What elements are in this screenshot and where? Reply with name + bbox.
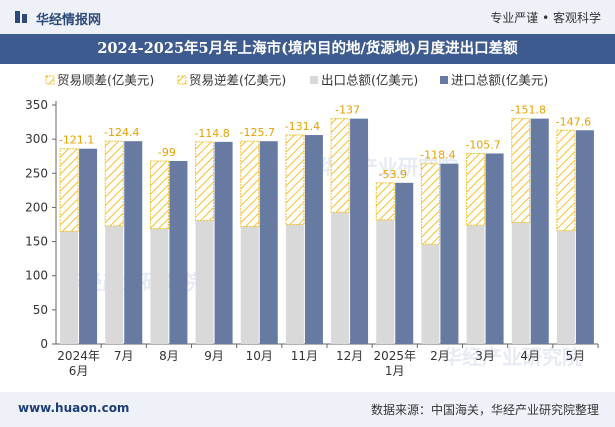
footer-website: www.huaon.com <box>18 401 130 415</box>
import-bar <box>530 118 549 345</box>
import-bar <box>259 141 278 344</box>
x-tick-label: 10月 <box>246 349 273 363</box>
x-tick-label: 2月 <box>430 349 450 363</box>
top-bar <box>0 0 615 34</box>
deficit-value-label: -137 <box>335 104 360 117</box>
deficit-bar <box>511 118 531 223</box>
export-bar <box>195 220 214 344</box>
tagline: 专业严谨 • 客观科学 <box>490 11 601 25</box>
data-labels: -121.1 -124.4 -99 -114.8 -125.7 -131.4 -137 -53… <box>59 104 591 181</box>
legend-label-export: 出口总额(亿美元) <box>321 73 418 88</box>
y-tick-label: 300 <box>25 132 48 146</box>
x-tick-label: 2025年 <box>373 349 416 363</box>
x-tick-label: 4月 <box>520 349 540 363</box>
deficit-value-label: -124.4 <box>104 126 139 139</box>
import-bar <box>395 182 414 344</box>
x-tick-label: 9月 <box>204 349 224 363</box>
import-bar <box>169 160 188 344</box>
import-bar <box>214 141 233 344</box>
x-tick-label: 7月 <box>114 349 134 363</box>
import-bar <box>124 141 143 344</box>
y-tick-label: 0 <box>40 337 48 351</box>
export-bar <box>285 224 304 344</box>
deficit-value-label: -105.7 <box>465 138 500 151</box>
export-bar <box>376 219 395 344</box>
import-bar <box>485 153 504 344</box>
x-tick-label: 11月 <box>291 349 318 363</box>
legend-swatch-import <box>440 76 448 84</box>
export-bar <box>105 225 124 344</box>
watermark-text: 华经产业研究院 <box>442 345 582 369</box>
deficit-value-label: -99 <box>158 146 176 159</box>
y-tick-label: 200 <box>25 200 48 214</box>
deficit-bar <box>375 182 395 221</box>
export-bar <box>150 228 169 344</box>
logo-icon <box>15 11 27 23</box>
deficit-value-label: -151.8 <box>511 104 546 117</box>
deficit-bar <box>285 134 305 225</box>
import-bar <box>350 118 369 345</box>
deficit-value-label: -147.6 <box>556 115 591 128</box>
x-tick-label: 12月 <box>336 349 363 363</box>
export-bar <box>556 230 575 344</box>
y-tick-label: 150 <box>25 235 48 249</box>
y-tick-label: 350 <box>25 98 48 112</box>
chart: 贸易顺差(亿美元) 贸易逆差(亿美元) 出口总额(亿美元) 进口总额(亿美元) 华经产… <box>25 73 599 378</box>
y-tick-label: 50 <box>33 303 48 317</box>
legend-label-import: 进口总额(亿美元) <box>451 73 548 88</box>
deficit-bar <box>466 152 486 226</box>
import-bar <box>440 163 459 344</box>
deficit-bar <box>149 160 169 230</box>
chart-title: 2024-2025年5月年上海市(境内目的地/货源地)月度进出口差额 <box>97 40 518 57</box>
deficit-bar <box>59 148 79 232</box>
deficit-bar <box>330 118 350 213</box>
x-tick-label: 5月 <box>566 349 586 363</box>
footer-bar <box>0 392 615 427</box>
deficit-value-label: -53.9 <box>379 168 407 181</box>
deficit-value-label: -114.8 <box>194 127 229 140</box>
export-bar <box>421 244 440 344</box>
deficit-value-label: -121.1 <box>59 134 94 147</box>
footer-source: 数据来源：中国海关，华经产业研究院整理 <box>370 403 599 417</box>
export-bar <box>331 212 350 344</box>
y-tick-label: 100 <box>25 269 48 283</box>
deficit-value-label: -118.4 <box>420 149 455 162</box>
export-bar <box>511 222 530 344</box>
deficit-value-label: -125.7 <box>240 126 275 139</box>
legend: 贸易顺差(亿美元) 贸易逆差(亿美元) 出口总额(亿美元) 进口总额(亿美元) <box>45 73 548 88</box>
import-bar <box>575 130 594 344</box>
legend-label-surplus: 贸易顺差(亿美元) <box>57 73 154 88</box>
y-tick-label: 250 <box>25 166 48 180</box>
deficit-bar <box>195 141 215 221</box>
title-bar <box>0 34 615 64</box>
legend-swatch-export <box>310 76 318 84</box>
legend-label-deficit: 贸易逆差(亿美元) <box>189 73 286 88</box>
x-tick-label: 1月 <box>385 364 405 378</box>
x-tick-label: 3月 <box>475 349 495 363</box>
deficit-value-label: -131.4 <box>285 120 320 133</box>
import-bar <box>304 135 323 344</box>
deficit-bar <box>104 140 124 227</box>
legend-swatch-surplus <box>45 75 55 85</box>
x-tick-label: 6月 <box>69 364 89 378</box>
export-bar <box>60 231 79 344</box>
legend-swatch-deficit <box>177 75 187 85</box>
deficit-bar <box>556 129 576 232</box>
x-tick-label: 8月 <box>159 349 179 363</box>
bars <box>59 118 594 345</box>
x-tick-label: 2024年 <box>57 349 100 363</box>
deficit-bar <box>240 140 260 228</box>
deficit-bar <box>420 163 440 245</box>
export-bar <box>240 226 259 344</box>
brand-name: 华经情报网 <box>36 13 102 28</box>
export-bar <box>466 225 485 344</box>
import-bar <box>79 148 98 344</box>
